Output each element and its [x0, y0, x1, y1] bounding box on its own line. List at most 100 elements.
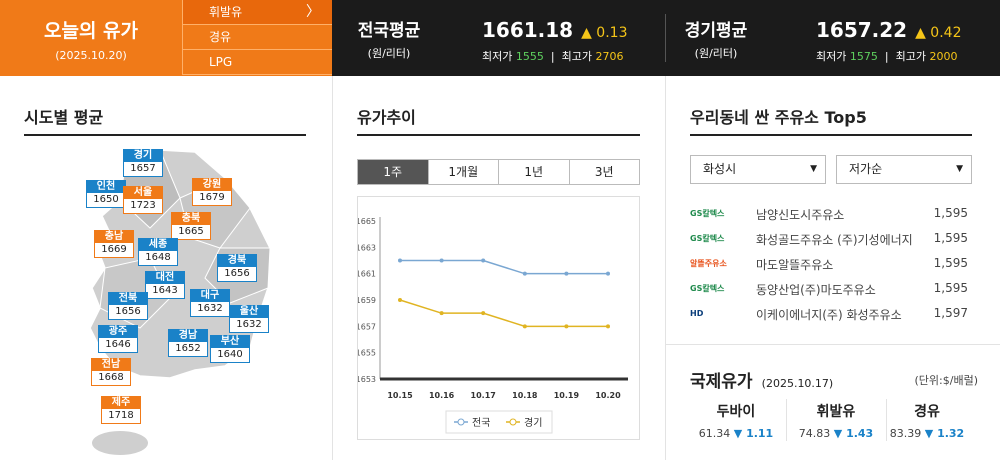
region-badge[interactable]: 경기 1657: [123, 149, 163, 177]
national-minmax: 최저가 1555 | 최고가 2706: [482, 48, 623, 64]
station-name[interactable]: 마도알뜰주유소: [756, 258, 834, 272]
oil-price: 83.39: [889, 427, 922, 440]
region-badge[interactable]: 경남 1652: [168, 329, 208, 357]
data-point: [481, 311, 486, 316]
region-badge[interactable]: 광주 1646: [98, 325, 138, 353]
section-rule: [357, 134, 640, 136]
chevron-right-icon: 〉: [306, 4, 320, 20]
intl-unit: (단위:$/배럴): [914, 374, 978, 387]
series-line-경기: [399, 299, 608, 328]
region-badge[interactable]: 대구 1632: [190, 289, 230, 317]
station-name[interactable]: 이케이에너지(주) 화성주유소: [756, 308, 902, 322]
international-oil: 국제유가 (2025.10.17) (단위:$/배럴) 두바이 61.34 ▼ …: [666, 344, 1000, 460]
region-badge[interactable]: 경북 1656: [217, 254, 257, 282]
korea-map-shape: [89, 149, 271, 455]
region-badge[interactable]: 부산 1640: [210, 335, 250, 363]
region-badge[interactable]: 울산 1632: [229, 305, 269, 333]
station-row[interactable]: GS칼텍스 남양신도시주유소 1,595: [690, 203, 970, 225]
tab-1-year[interactable]: 1년: [498, 160, 569, 184]
x-tick-label: 10.17: [471, 391, 496, 400]
station-name[interactable]: 화성골드주유소 (주)기성에너지: [756, 233, 913, 247]
divider: [886, 399, 887, 441]
x-tick-label: 10.18: [512, 391, 538, 400]
national-max: 2706: [595, 50, 624, 63]
station-name[interactable]: 남양신도시주유소: [756, 208, 845, 222]
legend-marker: [509, 418, 517, 426]
region-badge[interactable]: 서울 1723: [123, 186, 163, 214]
today-date: (2025.10.20): [55, 49, 127, 62]
region-name: 대전: [146, 272, 184, 284]
oil-gasoline: 휘발유 74.83 ▼ 1.43: [787, 401, 885, 440]
station-row[interactable]: GS칼텍스 화성골드주유소 (주)기성에너지 1,595: [690, 228, 970, 250]
national-unit: (원/리터): [367, 47, 411, 60]
region-select[interactable]: 화성시 ▼: [690, 155, 826, 184]
station-price: 1,595: [933, 206, 968, 220]
region-name: 경북: [218, 255, 256, 267]
legend-label: 경기: [524, 416, 542, 429]
legend-marker: [457, 418, 465, 426]
region-badge[interactable]: 전남 1668: [91, 358, 131, 386]
oil-change: ▼ 1.32: [924, 427, 965, 440]
tab-1-week[interactable]: 1주: [358, 160, 428, 184]
top5-title: 우리동네 싼 주유소 Top5: [690, 108, 867, 127]
data-point: [606, 271, 610, 276]
gyeonggi-price-row: 1657.22 ▲ 0.42: [816, 18, 961, 42]
fuel-tab-diesel[interactable]: 경유: [182, 25, 332, 50]
oil-price: 61.34: [698, 427, 731, 440]
tab-1-month[interactable]: 1개월: [427, 160, 498, 184]
caret-down-icon: ▼: [810, 164, 817, 174]
divider: [786, 399, 787, 441]
region-price: 1640: [217, 349, 243, 360]
gyeonggi-average: 경기평균 (원/리터) 1657.22 ▲ 0.42 최저가 1575 | 최고가…: [666, 0, 1000, 76]
tab-3-years[interactable]: 3년: [568, 160, 639, 184]
region-badge[interactable]: 세종 1648: [138, 238, 178, 266]
region-select-value: 화성시: [703, 162, 737, 176]
station-price: 1,597: [933, 306, 968, 320]
region-price: 1723: [130, 200, 156, 211]
data-point: [522, 324, 527, 329]
fuel-tab-lpg[interactable]: LPG: [182, 50, 332, 75]
region-badge[interactable]: 충남 1669: [94, 230, 134, 258]
max-label: 최고가: [895, 50, 926, 63]
region-badge[interactable]: 인천 1650: [86, 180, 126, 208]
national-price-row: 1661.18 ▲ 0.13: [482, 18, 627, 42]
trend-title: 유가추이: [357, 108, 416, 127]
sort-select[interactable]: 저가순 ▼: [836, 155, 972, 184]
y-tick-label: 1661: [358, 270, 376, 279]
station-row[interactable]: GS칼텍스 동양산업(주)마도주유소 1,595: [690, 278, 970, 300]
oil-price: 74.83: [798, 427, 831, 440]
region-badge[interactable]: 제주 1718: [101, 396, 141, 424]
national-title: 전국평균: [357, 21, 421, 41]
region-badge[interactable]: 대전 1643: [145, 271, 185, 299]
region-price: 1665: [178, 226, 204, 237]
fuel-tab-gasoline[interactable]: 휘발유 〉: [182, 0, 332, 25]
top-bar: 오늘의 유가 (2025.10.20) 휘발유 〉 경유 LPG 전국평균 (원…: [0, 0, 1000, 76]
region-name: 경기: [124, 150, 162, 162]
station-row[interactable]: HD 이케이에너지(주) 화성주유소 1,597: [690, 303, 970, 325]
y-tick-label: 1657: [358, 322, 376, 331]
data-point: [439, 311, 444, 316]
intl-title: 국제유가: [690, 372, 753, 392]
region-price: 1650: [93, 194, 119, 205]
region-badge[interactable]: 충북 1665: [171, 212, 211, 240]
y-tick-label: 1659: [358, 296, 376, 305]
legend-box: [445, 410, 553, 434]
region-name: 충북: [172, 213, 210, 225]
oil-value-row: 83.39 ▼ 1.32: [878, 427, 976, 440]
region-badge[interactable]: 전북 1656: [108, 292, 148, 320]
region-price: 1652: [175, 343, 201, 354]
brand-logo-icon: GS칼텍스: [690, 209, 725, 218]
data-point: [398, 298, 402, 302]
region-name: 충남: [95, 231, 133, 243]
station-row[interactable]: 알뜰주유소 마도알뜰주유소 1,595: [690, 253, 970, 275]
today-title: 오늘의 유가: [43, 20, 138, 42]
region-price: 1669: [101, 244, 127, 255]
intl-header: 국제유가 (2025.10.17): [690, 367, 833, 392]
region-name: 전남: [92, 359, 130, 371]
region-name: 울산: [230, 306, 268, 318]
gyeonggi-unit: (원/리터): [694, 47, 738, 60]
station-name[interactable]: 동양산업(주)마도주유소: [756, 283, 876, 297]
region-price: 1646: [105, 339, 131, 350]
gyeonggi-min: 1575: [849, 50, 878, 63]
region-badge[interactable]: 강원 1679: [192, 178, 232, 206]
